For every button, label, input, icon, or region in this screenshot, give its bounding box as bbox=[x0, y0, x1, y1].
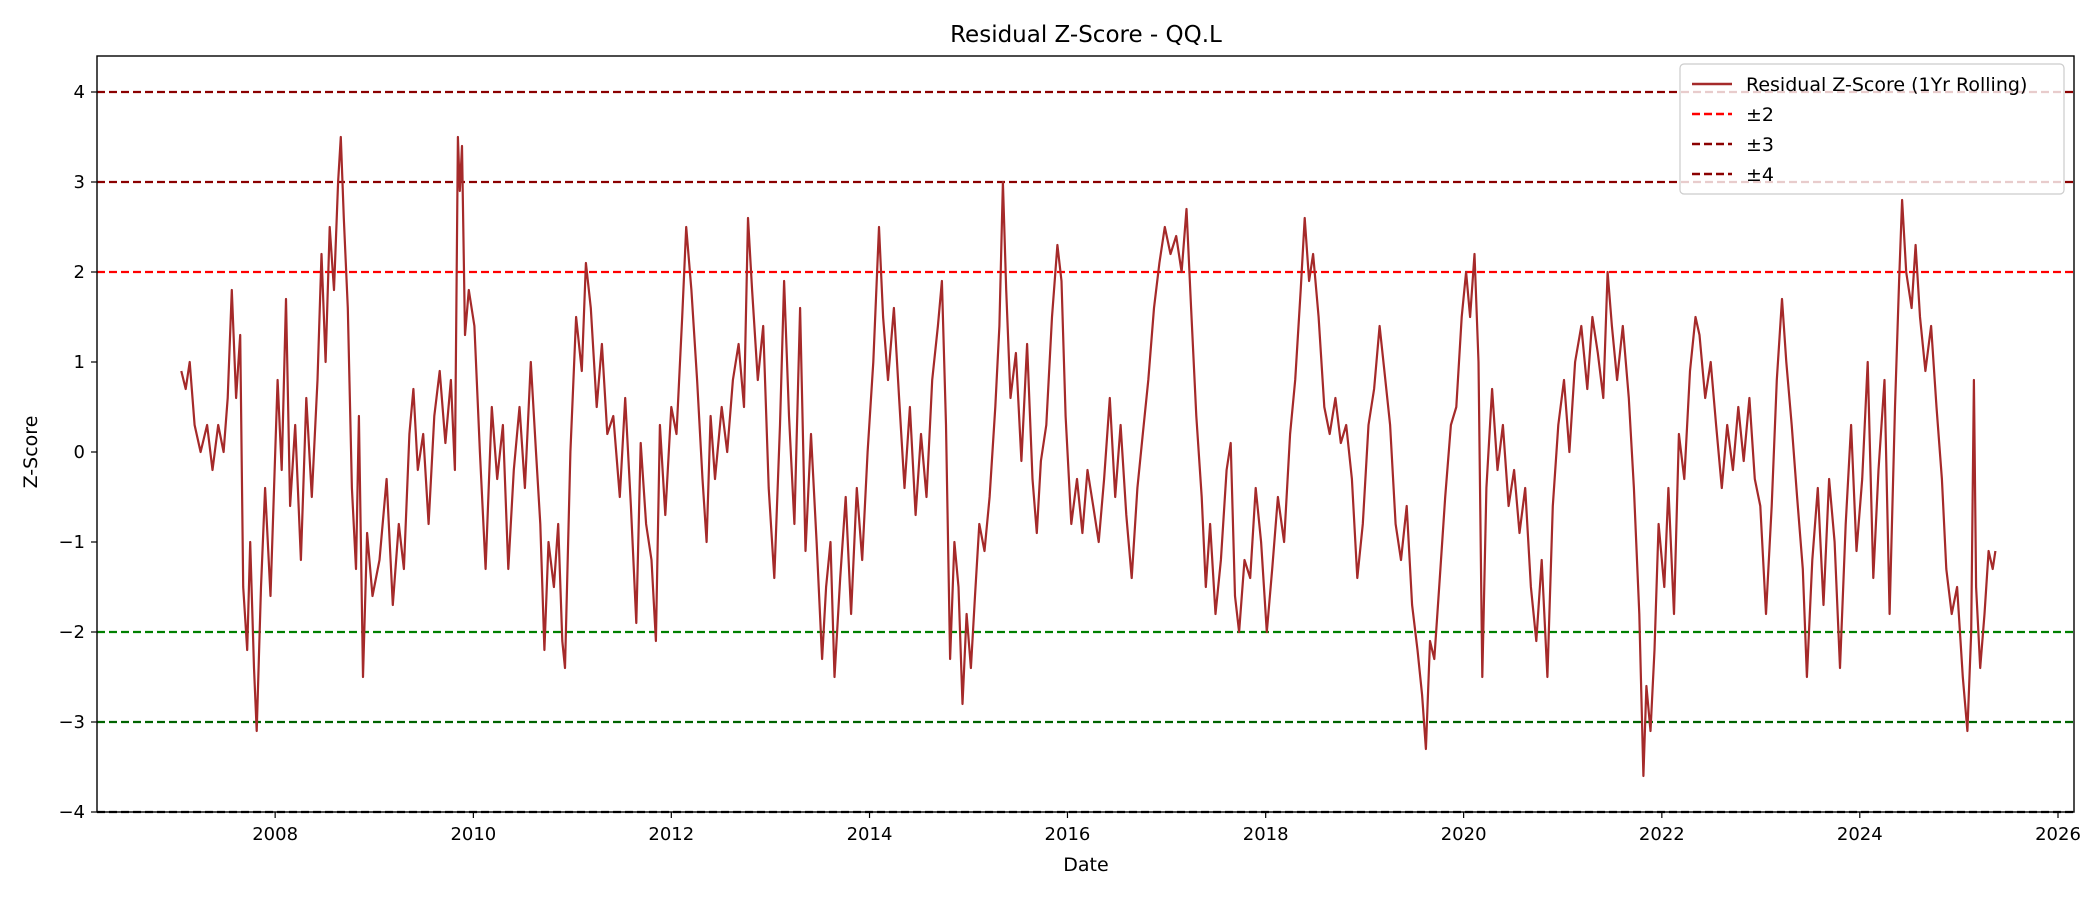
y-tick-label: 2 bbox=[74, 262, 85, 283]
legend-label: ±3 bbox=[1746, 134, 1774, 156]
y-tick-label: 3 bbox=[74, 172, 85, 193]
x-tick-label: 2020 bbox=[1441, 824, 1487, 845]
x-tick-label: 2014 bbox=[847, 824, 893, 845]
x-tick-label: 2024 bbox=[1837, 824, 1883, 845]
x-tick-label: 2010 bbox=[450, 824, 496, 845]
x-tick-label: 2018 bbox=[1243, 824, 1289, 845]
legend-label: Residual Z-Score (1Yr Rolling) bbox=[1746, 74, 2027, 96]
plot-frame bbox=[96, 55, 2075, 813]
y-tick-label: −1 bbox=[58, 532, 85, 553]
legend: Residual Z-Score (1Yr Rolling) ±2 ±3 ±4 bbox=[1679, 63, 2065, 195]
y-tick-label: 0 bbox=[74, 442, 85, 463]
legend-box bbox=[1679, 63, 2065, 195]
y-tick-label: −4 bbox=[58, 802, 85, 823]
x-tick-label: 2026 bbox=[2035, 824, 2081, 845]
x-tick-label: 2022 bbox=[1639, 824, 1685, 845]
x-axis-title: Date bbox=[1063, 854, 1108, 876]
chart-title: Residual Z-Score - QQ.L bbox=[950, 22, 1222, 48]
y-tick-label: 4 bbox=[74, 82, 85, 103]
legend-label: ±4 bbox=[1746, 164, 1774, 186]
x-tick-label: 2008 bbox=[252, 824, 298, 845]
y-tick-label: 1 bbox=[74, 352, 85, 373]
x-axis: 2008 2010 2012 2014 2016 2018 2020 2022 2024 2026 bbox=[252, 812, 2081, 845]
legend-label: ±2 bbox=[1746, 104, 1774, 126]
x-tick-label: 2016 bbox=[1045, 824, 1091, 845]
y-axis-title: Z-Score bbox=[20, 416, 42, 489]
y-tick-label: −2 bbox=[58, 622, 85, 643]
y-tick-label: −3 bbox=[58, 712, 85, 733]
plot-area bbox=[96, 55, 2075, 814]
y-axis: −4 −3 −2 −1 0 1 2 3 4 bbox=[58, 82, 97, 823]
x-tick-label: 2012 bbox=[648, 824, 694, 845]
series-line bbox=[180, 135, 1997, 778]
